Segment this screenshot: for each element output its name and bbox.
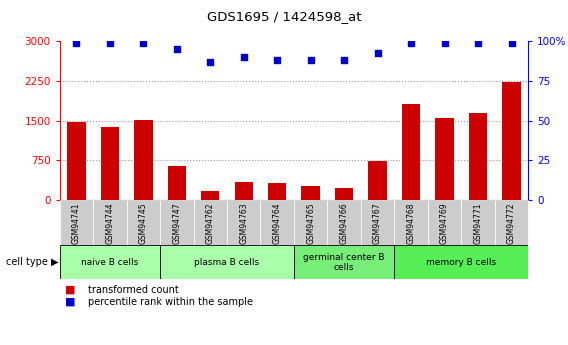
Text: GSM94766: GSM94766: [340, 202, 349, 244]
Bar: [402, 104, 420, 200]
Text: memory B cells: memory B cells: [426, 258, 496, 267]
Text: ▶: ▶: [51, 257, 59, 267]
FancyBboxPatch shape: [227, 200, 261, 245]
Text: GDS1695 / 1424598_at: GDS1695 / 1424598_at: [207, 10, 361, 23]
FancyBboxPatch shape: [495, 200, 528, 245]
Text: GSM94768: GSM94768: [407, 202, 416, 244]
FancyBboxPatch shape: [127, 200, 160, 245]
Text: GSM94769: GSM94769: [440, 202, 449, 244]
Point: [407, 40, 416, 46]
Text: plasma B cells: plasma B cells: [194, 258, 260, 267]
FancyBboxPatch shape: [428, 200, 461, 245]
FancyBboxPatch shape: [461, 200, 495, 245]
Bar: [134, 120, 153, 200]
Point: [139, 40, 148, 46]
Bar: [101, 127, 119, 200]
Bar: [60, 245, 160, 279]
Point: [273, 58, 282, 63]
Text: ■: ■: [65, 285, 76, 295]
Bar: [469, 113, 487, 200]
FancyBboxPatch shape: [361, 200, 394, 245]
Bar: [302, 186, 320, 200]
Text: transformed count: transformed count: [88, 285, 179, 295]
FancyBboxPatch shape: [294, 200, 327, 245]
FancyBboxPatch shape: [60, 200, 93, 245]
Bar: [294, 245, 394, 279]
Text: GSM94764: GSM94764: [273, 202, 282, 244]
Bar: [235, 181, 253, 200]
Point: [440, 40, 449, 46]
Text: GSM94744: GSM94744: [105, 202, 114, 244]
Bar: [502, 82, 521, 200]
Point: [507, 40, 516, 46]
Point: [105, 40, 114, 46]
Text: GSM94772: GSM94772: [507, 202, 516, 244]
Text: GSM94765: GSM94765: [306, 202, 315, 244]
Bar: [335, 188, 353, 200]
Point: [72, 40, 81, 46]
FancyBboxPatch shape: [261, 200, 294, 245]
Text: GSM94747: GSM94747: [172, 202, 181, 244]
Bar: [160, 245, 294, 279]
Text: percentile rank within the sample: percentile rank within the sample: [88, 297, 253, 307]
Bar: [394, 245, 528, 279]
FancyBboxPatch shape: [194, 200, 227, 245]
Text: GSM94741: GSM94741: [72, 202, 81, 244]
Text: GSM94767: GSM94767: [373, 202, 382, 244]
Text: naive B cells: naive B cells: [81, 258, 139, 267]
Bar: [435, 118, 454, 200]
Bar: [168, 166, 186, 200]
Point: [340, 58, 349, 63]
Bar: [67, 122, 86, 200]
Text: GSM94771: GSM94771: [474, 202, 483, 244]
FancyBboxPatch shape: [394, 200, 428, 245]
Text: GSM94745: GSM94745: [139, 202, 148, 244]
Text: germinal center B
cells: germinal center B cells: [303, 253, 385, 272]
FancyBboxPatch shape: [93, 200, 127, 245]
Text: GSM94762: GSM94762: [206, 202, 215, 244]
Point: [239, 55, 248, 60]
Point: [206, 59, 215, 65]
Bar: [369, 161, 387, 200]
FancyBboxPatch shape: [327, 200, 361, 245]
Text: cell type: cell type: [6, 257, 48, 267]
Bar: [201, 191, 219, 200]
Text: GSM94763: GSM94763: [239, 202, 248, 244]
Point: [172, 47, 181, 52]
Bar: [268, 183, 286, 200]
FancyBboxPatch shape: [160, 200, 194, 245]
Point: [373, 50, 382, 55]
Point: [306, 58, 315, 63]
Text: ■: ■: [65, 297, 76, 307]
Point: [474, 40, 483, 46]
